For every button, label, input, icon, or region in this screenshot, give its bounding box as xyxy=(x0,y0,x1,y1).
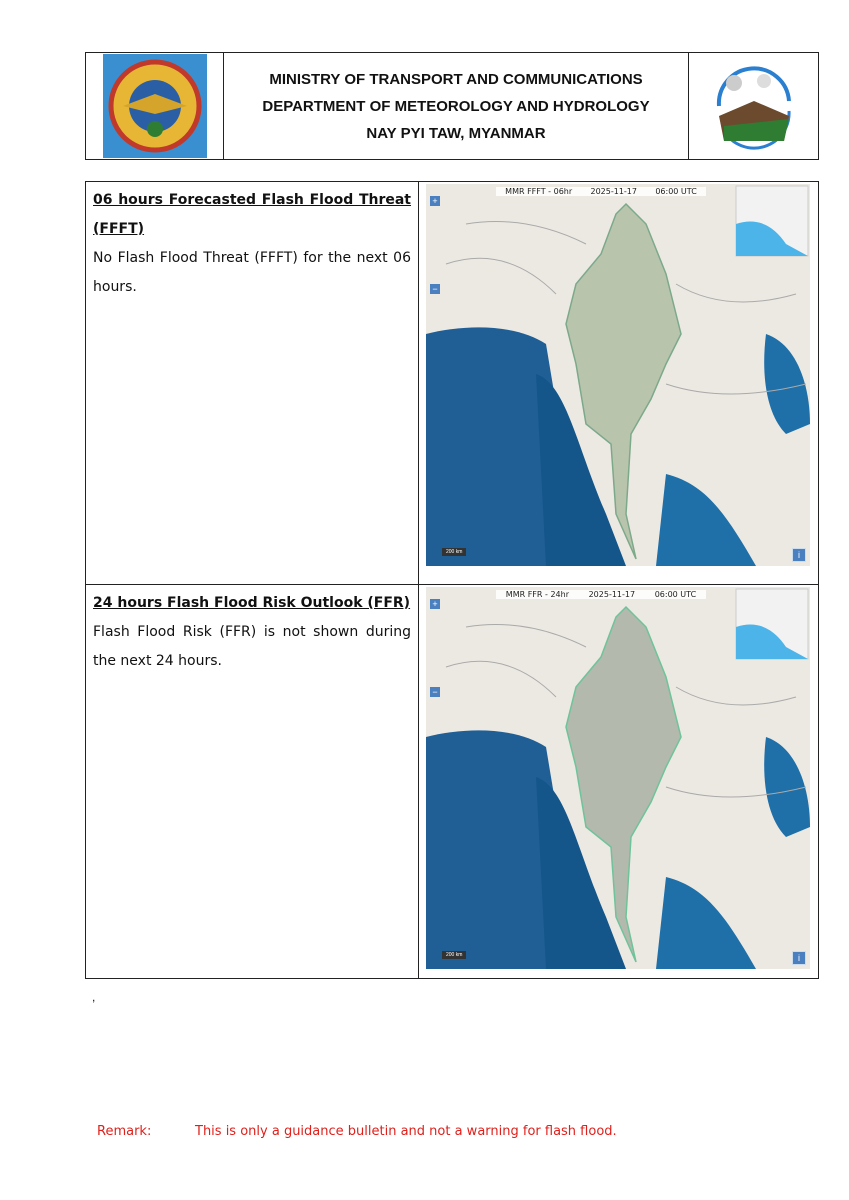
map-date: 2025-11-17 xyxy=(588,590,636,599)
ffft-heading: 06 hours Forecasted Flash Flood Threat (… xyxy=(93,192,411,237)
info-button[interactable]: i xyxy=(792,548,806,562)
ffft-map[interactable]: MMR FFFT - 06hr 2025-11-17 06:00 UTC + − 2… xyxy=(426,184,810,566)
ffft-body: No Flash Flood Threat (FFFT) for the nex… xyxy=(93,250,411,295)
ffr-body: Flash Flood Risk (FFR) is not shown duri… xyxy=(93,624,411,669)
stray-comma: , xyxy=(92,990,96,1004)
remark-label: Remark: xyxy=(97,1124,152,1139)
zoom-out-button[interactable]: − xyxy=(430,284,440,294)
ministry-name: MINISTRY OF TRANSPORT AND COMMUNICATIONS xyxy=(269,70,643,88)
zoom-in-button[interactable]: + xyxy=(430,599,440,609)
map-graphic xyxy=(426,185,810,566)
map-time: 06:00 UTC xyxy=(654,590,697,599)
ffr-map[interactable]: MMR FFR - 24hr 2025-11-17 06:00 UTC + − 20… xyxy=(426,587,810,969)
department-name: DEPARTMENT OF METEOROLOGY AND HYDROLOGY xyxy=(262,97,650,115)
remark-text: This is only a guidance bulletin and not… xyxy=(195,1124,617,1139)
map-date: 2025-11-17 xyxy=(590,187,637,196)
scale-bar: 200 km xyxy=(442,548,467,556)
map-time: 06:00 UTC xyxy=(655,187,697,196)
ffr-heading: 24 hours Flash Flood Risk Outlook (FFR) xyxy=(93,595,411,611)
hydrology-logo xyxy=(688,53,818,159)
ffft-row: 06 hours Forecasted Flash Flood Threat (… xyxy=(86,182,818,585)
location: NAY PYI TAW, MYANMAR xyxy=(366,124,546,142)
map-graphic xyxy=(426,588,810,969)
info-button[interactable]: i xyxy=(792,951,806,965)
forecast-table: 06 hours Forecasted Flash Flood Threat (… xyxy=(85,181,819,979)
letterhead: MINISTRY OF TRANSPORT AND COMMUNICATIONS… xyxy=(85,52,819,160)
zoom-in-button[interactable]: + xyxy=(430,196,440,206)
scale-bar: 200 km xyxy=(442,951,467,959)
zoom-out-button[interactable]: − xyxy=(430,687,440,697)
map-product: MMR FFFT - 06hr xyxy=(505,187,573,196)
ffr-row: 24 hours Flash Flood Risk Outlook (FFR) … xyxy=(86,585,818,978)
ministry-emblem-logo xyxy=(86,53,224,159)
map-product: MMR FFR - 24hr xyxy=(505,590,569,599)
